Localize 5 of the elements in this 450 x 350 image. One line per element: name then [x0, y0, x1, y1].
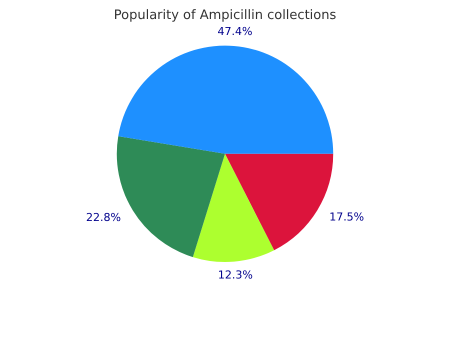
data-label: 17.5%: [329, 210, 364, 224]
data-label: 12.3%: [218, 268, 253, 282]
data-label: 47.4%: [217, 24, 252, 38]
chart-title: Popularity of Ampicillin collections: [114, 8, 336, 24]
data-label: 22.8%: [86, 210, 122, 224]
